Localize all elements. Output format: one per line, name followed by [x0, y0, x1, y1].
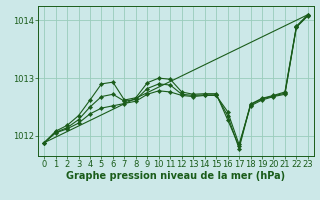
X-axis label: Graphe pression niveau de la mer (hPa): Graphe pression niveau de la mer (hPa)	[67, 171, 285, 181]
